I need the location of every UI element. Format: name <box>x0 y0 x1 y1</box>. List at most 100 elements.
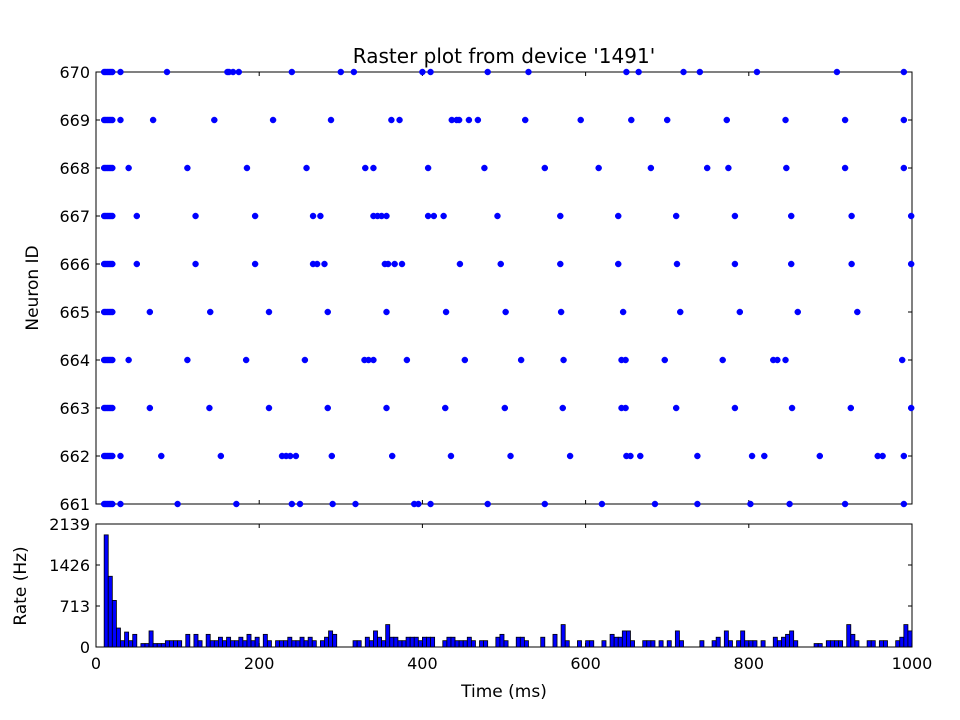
rate-bar <box>124 631 130 648</box>
spike-point <box>206 404 213 412</box>
spike-point <box>507 452 514 460</box>
spike-point <box>296 500 304 508</box>
spike-point <box>501 404 509 412</box>
spike-point <box>109 308 116 316</box>
spike-point <box>292 452 300 460</box>
rate-bar <box>397 640 403 648</box>
rate-bar <box>152 643 158 648</box>
rate-bar <box>642 640 648 648</box>
rate-bar <box>156 643 162 648</box>
spike-point <box>313 260 321 268</box>
rate-bar <box>128 640 134 648</box>
spike-point <box>149 116 157 124</box>
spike-point <box>623 68 630 76</box>
rate-bar <box>401 640 407 648</box>
raster-spike-points <box>100 68 915 508</box>
spike-point <box>388 116 395 124</box>
rate-bar <box>319 640 325 648</box>
spike-point <box>125 356 132 364</box>
spike-point <box>622 356 629 364</box>
spike-point <box>672 404 680 412</box>
spike-point <box>388 452 396 460</box>
spike-point <box>269 116 277 124</box>
spike-point <box>694 500 701 508</box>
rate-bar <box>740 630 746 648</box>
raster-y-tick-label: 669 <box>59 111 90 130</box>
rate-bar <box>299 636 305 648</box>
rate-bar <box>242 640 248 648</box>
spike-point <box>427 68 434 76</box>
spike-point <box>440 212 447 220</box>
spike-point <box>731 260 739 268</box>
spike-point <box>614 212 622 220</box>
spike-point <box>747 500 754 508</box>
spike-point <box>109 356 116 364</box>
spike-point <box>192 260 199 268</box>
spike-point <box>396 116 403 124</box>
rate-bar <box>479 640 484 648</box>
rate-y-tick-label: 0 <box>80 638 90 657</box>
spike-point <box>398 260 406 268</box>
rate-bar <box>120 640 125 648</box>
spike-point <box>566 452 574 460</box>
spike-point <box>133 260 141 268</box>
spike-point <box>673 260 681 268</box>
spike-point <box>900 68 908 76</box>
spike-point <box>848 260 855 268</box>
rate-bar <box>834 640 839 648</box>
spike-point <box>577 116 584 124</box>
rate-bar <box>515 636 521 648</box>
spike-point <box>265 308 273 316</box>
rate-bar <box>254 636 260 648</box>
spike-point <box>841 164 849 172</box>
spike-point <box>559 404 567 412</box>
spike-point <box>109 212 116 220</box>
rate-bar <box>850 633 856 648</box>
rate-bar <box>140 643 146 648</box>
rate-bar <box>793 640 799 648</box>
spike-point <box>628 116 635 124</box>
rate-bar <box>483 640 489 648</box>
rate-bar <box>352 640 358 648</box>
rate-bar <box>332 633 338 648</box>
spike-point <box>109 164 116 172</box>
rate-bar <box>226 636 232 648</box>
raster-y-tick-label: 665 <box>59 303 90 322</box>
rate-bar <box>540 636 546 648</box>
rate-y-axis-label: Rate (Hz) <box>11 546 31 625</box>
spike-point <box>541 500 549 508</box>
rate-bar <box>160 643 166 648</box>
spike-point <box>192 212 199 220</box>
spike-point <box>484 68 491 76</box>
rate-bar <box>250 640 256 648</box>
rate-bar <box>817 643 823 648</box>
rate-bar <box>878 640 884 648</box>
spike-point <box>337 68 345 76</box>
spike-point <box>841 500 849 508</box>
rate-bar <box>613 636 619 648</box>
spike-point <box>879 452 886 460</box>
rate-bar <box>679 640 684 648</box>
rate-bar <box>552 633 558 648</box>
rate-bar <box>234 640 240 648</box>
raster-y-tick-labels: 661 662 663 664 665 666 667 668 669 670 <box>59 63 90 514</box>
spike-point <box>427 500 434 508</box>
rate-bar <box>417 640 423 648</box>
rate-bar <box>519 636 525 648</box>
rate-bar <box>238 636 244 648</box>
spike-point <box>748 452 756 460</box>
rate-bar <box>883 640 888 648</box>
rate-bar <box>373 630 378 648</box>
spike-point <box>541 164 549 172</box>
rate-bar <box>458 640 464 648</box>
rate-bar <box>589 640 595 648</box>
spike-point <box>109 500 116 508</box>
spike-point <box>637 452 644 460</box>
spike-point <box>783 164 790 172</box>
rate-bar <box>789 630 795 648</box>
rate-bar <box>450 636 456 648</box>
spike-point <box>900 164 908 172</box>
spike-point <box>251 212 259 220</box>
time-x-tick-label: 600 <box>570 654 601 673</box>
